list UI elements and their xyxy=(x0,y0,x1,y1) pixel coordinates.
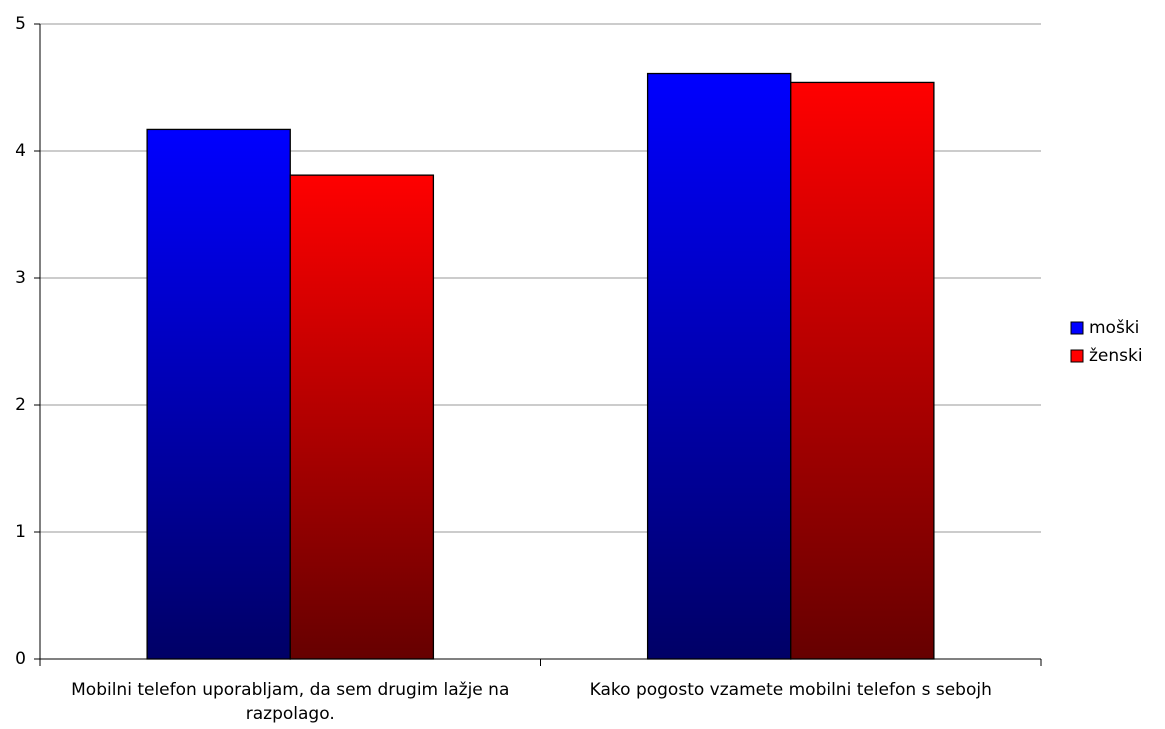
bar xyxy=(790,81,935,660)
legend-swatch xyxy=(1070,321,1084,335)
legend-swatch xyxy=(1070,349,1084,363)
bar xyxy=(646,72,792,660)
bar xyxy=(146,128,291,660)
y-tick-label: 2 xyxy=(15,395,26,415)
y-tick-label: 1 xyxy=(15,522,26,542)
legend-label: ženski xyxy=(1089,346,1143,366)
y-tick-label: 5 xyxy=(15,14,26,34)
x-tick-label: Kako pogosto vzamete mobilni telefon s s… xyxy=(589,680,992,700)
y-tick-label: 3 xyxy=(15,268,26,288)
legend-label: moški xyxy=(1089,318,1139,338)
bar xyxy=(289,174,435,660)
y-tick-label: 0 xyxy=(15,649,26,669)
x-tick-label: Mobilni telefon uporabljam, da sem drugi… xyxy=(71,680,510,724)
y-tick-label: 4 xyxy=(15,141,26,161)
